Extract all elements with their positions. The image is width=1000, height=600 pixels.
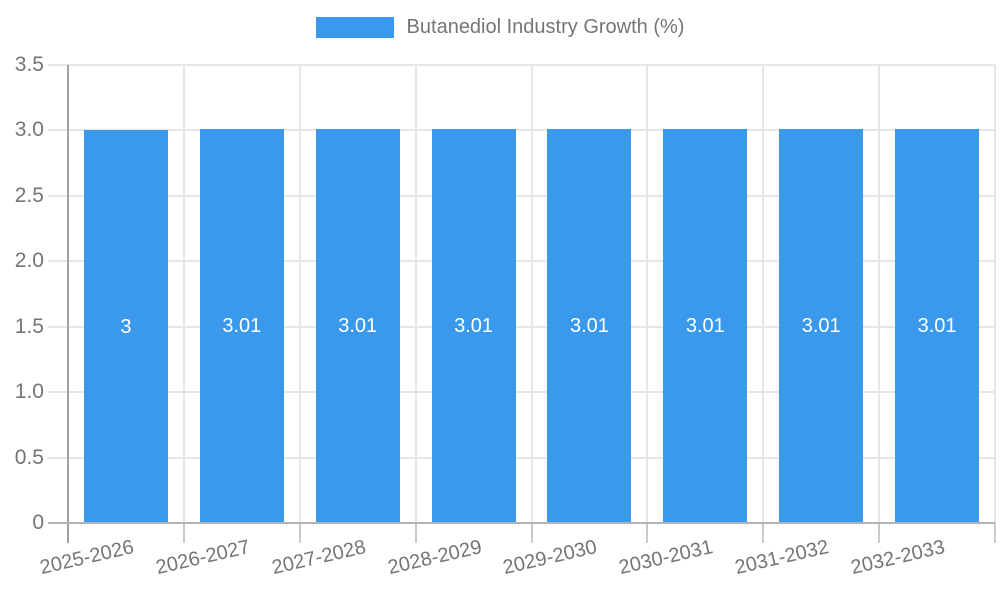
- x-axis-tick: [182, 523, 185, 543]
- y-axis-line: [67, 65, 69, 543]
- y-axis-label: 3.5: [14, 53, 44, 76]
- x-axis-tick: [414, 523, 417, 543]
- bar-value-label: 3.01: [338, 315, 378, 338]
- bar-value-label: 3.01: [917, 315, 957, 338]
- bar-value-label: 3.01: [222, 315, 262, 338]
- bar: [895, 129, 980, 523]
- h-gridline: [48, 260, 995, 263]
- v-gridline: [414, 65, 417, 523]
- bar: [199, 129, 284, 523]
- bar-value-label: 3.01: [801, 315, 841, 338]
- bar: [83, 130, 168, 523]
- h-gridline: [48, 194, 995, 197]
- h-gridline: [48, 325, 995, 328]
- bar-value-label: 3.01: [569, 315, 609, 338]
- bar: [663, 129, 748, 523]
- v-gridline: [530, 65, 533, 523]
- x-axis-tick: [530, 523, 533, 543]
- x-axis-tick: [646, 523, 649, 543]
- bar: [779, 129, 864, 523]
- h-gridline: [48, 391, 995, 394]
- bar-value-label: 3.01: [685, 315, 725, 338]
- y-axis-label: 1.5: [14, 314, 44, 338]
- y-axis-label: 2.5: [14, 183, 44, 207]
- bar-value-label: 3: [120, 315, 132, 338]
- x-axis-tick: [878, 523, 881, 543]
- y-axis-label: 0.5: [14, 445, 44, 469]
- y-axis-label: 1.0: [14, 380, 44, 404]
- y-axis-label: 3.0: [14, 118, 44, 142]
- v-gridline: [182, 65, 185, 523]
- v-gridline: [762, 65, 765, 523]
- h-gridline: [48, 64, 995, 66]
- bar: [431, 129, 516, 523]
- h-gridline: [48, 456, 995, 459]
- y-axis-label: 0: [32, 511, 44, 534]
- bar-value-label: 3.01: [454, 315, 494, 338]
- x-axis-tick: [994, 523, 996, 543]
- bar: [315, 129, 400, 523]
- x-axis-tick: [762, 523, 765, 543]
- legend-swatch: [315, 17, 394, 38]
- h-gridline: [48, 129, 995, 132]
- v-gridline: [878, 65, 881, 523]
- v-gridline: [298, 65, 301, 523]
- chart-legend: Butanediol Industry Growth (%): [0, 16, 1000, 39]
- bar: [547, 129, 632, 523]
- y-axis-label: 2.0: [14, 249, 44, 273]
- x-axis-line: [48, 522, 995, 524]
- x-axis-tick: [298, 523, 301, 543]
- v-gridline: [646, 65, 649, 523]
- legend-label: Butanediol Industry Growth (%): [406, 16, 685, 38]
- v-gridline: [994, 65, 996, 523]
